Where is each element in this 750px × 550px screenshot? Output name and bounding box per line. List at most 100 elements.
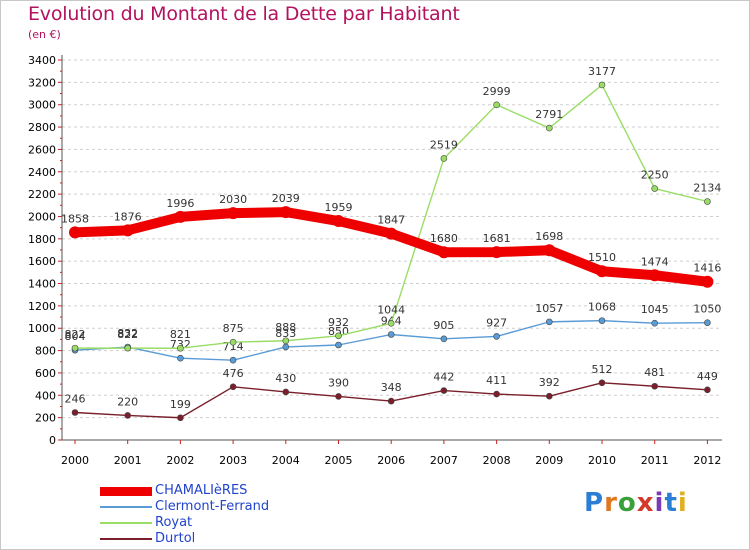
y-tick-label: 400 (35, 389, 56, 402)
data-point (493, 333, 500, 340)
data-point (545, 318, 553, 326)
y-tick-label: 1600 (28, 255, 56, 268)
y-tick-label: 800 (35, 345, 56, 358)
legend-swatch (100, 522, 152, 524)
data-point (282, 337, 290, 345)
x-tick-label: 2005 (325, 454, 353, 467)
y-tick-label: 1400 (28, 278, 56, 291)
data-label: 804 (65, 330, 86, 343)
data-label: 888 (275, 321, 296, 334)
data-point (648, 269, 661, 282)
data-point (440, 335, 448, 343)
data-label: 875 (223, 322, 244, 335)
data-label: 442 (433, 371, 454, 384)
data-label: 1680 (430, 232, 458, 245)
data-label: 246 (65, 393, 86, 406)
data-label: 476 (223, 367, 244, 380)
data-point (387, 397, 395, 405)
y-tick-label: 1000 (28, 322, 56, 335)
data-label: 390 (328, 376, 349, 389)
data-label: 430 (275, 372, 296, 385)
data-label: 1416 (693, 262, 721, 275)
chart-subtitle: (en €) (28, 28, 61, 41)
data-label: 832 (117, 327, 138, 340)
y-tick-label: 3200 (28, 76, 56, 89)
data-point (71, 344, 79, 352)
data-point (335, 393, 342, 400)
logo-letter: i (677, 488, 688, 518)
x-tick-label: 2007 (430, 454, 458, 467)
chart-title: Evolution du Montant de la Dette par Hab… (28, 3, 460, 25)
data-point (121, 224, 134, 237)
proxiti-logo: Proxiti (584, 488, 688, 518)
y-tick-label: 2200 (28, 188, 56, 201)
y-tick-label: 200 (35, 412, 56, 425)
data-point (387, 320, 395, 327)
data-point (493, 101, 500, 109)
data-point (229, 356, 237, 364)
legend-swatch (100, 506, 152, 508)
data-label: 932 (328, 316, 349, 329)
data-point (229, 338, 237, 346)
data-label: 2791 (535, 108, 563, 121)
legend-label: Royat (155, 515, 193, 530)
y-tick-label: 3400 (28, 54, 56, 67)
data-label: 822 (117, 328, 138, 341)
data-label: 2134 (693, 181, 721, 194)
data-point (598, 317, 606, 324)
data-point (177, 344, 184, 352)
data-point (437, 246, 450, 259)
legend-item: CHAMALIèRES (100, 483, 320, 499)
data-point (440, 387, 448, 394)
data-label: 1681 (483, 232, 511, 245)
x-tick-label: 2003 (219, 454, 247, 467)
y-tick-label: 1200 (28, 300, 56, 313)
data-point (332, 215, 345, 228)
data-label: 2999 (483, 85, 511, 98)
data-point (282, 343, 290, 351)
data-point (543, 244, 556, 257)
legend-label: Clermont-Ferrand (155, 499, 270, 514)
data-point (177, 414, 184, 422)
data-label: 481 (644, 366, 665, 379)
data-point (385, 227, 398, 240)
data-point (69, 226, 81, 239)
legend-label: CHAMALIèRES (155, 483, 248, 498)
data-point (704, 198, 711, 205)
chart-legend: CHAMALIèRES Clermont-Ferrand Royat Durtol (100, 483, 320, 547)
logo-letter: i (654, 488, 665, 518)
data-point (704, 386, 711, 394)
y-tick-label: 2600 (28, 143, 56, 156)
data-label: 905 (433, 319, 454, 332)
data-label: 411 (486, 374, 507, 387)
data-point (440, 155, 448, 162)
data-point (387, 331, 395, 338)
data-point (493, 390, 500, 398)
x-tick-label: 2006 (377, 454, 405, 467)
x-tick-label: 2002 (166, 454, 194, 467)
data-label: 199 (170, 398, 191, 411)
data-label: 822 (65, 328, 86, 341)
data-label: 1050 (693, 303, 721, 316)
logo-letter: r (604, 488, 618, 518)
legend-item: Durtol (100, 531, 320, 547)
data-point (490, 246, 503, 259)
y-tick-label: 2000 (28, 210, 56, 223)
data-label: 3177 (588, 65, 616, 78)
data-label: 348 (381, 381, 402, 394)
data-point (335, 341, 342, 349)
data-label: 1996 (166, 197, 194, 210)
data-label: 833 (275, 327, 296, 340)
data-label: 1847 (377, 214, 405, 227)
y-tick-label: 600 (35, 367, 56, 380)
logo-letter: t (664, 488, 678, 518)
data-label: 1876 (114, 210, 142, 223)
data-point (596, 265, 608, 278)
y-tick-label: 2400 (28, 166, 56, 179)
data-point (229, 383, 237, 391)
data-label: 2250 (641, 169, 669, 182)
y-tick-label: 2800 (28, 121, 56, 134)
data-point (227, 207, 240, 220)
data-point (335, 332, 342, 340)
